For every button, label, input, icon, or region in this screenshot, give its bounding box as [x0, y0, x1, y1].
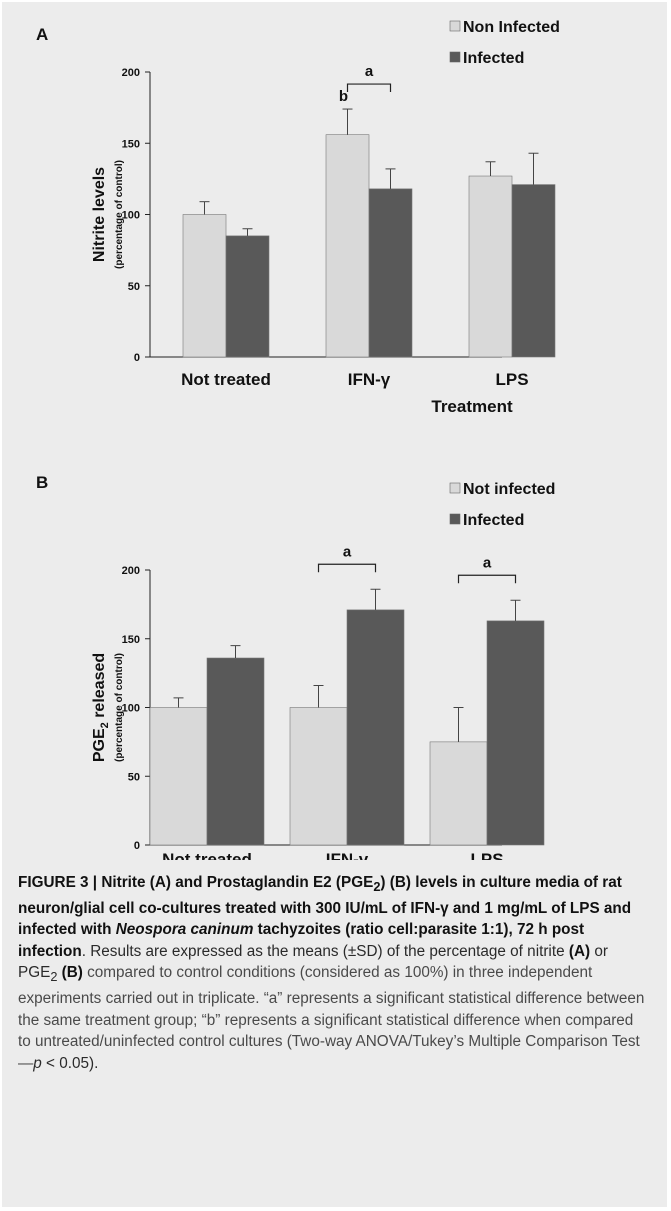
legend-swatch — [449, 513, 461, 525]
x-tick-label: LPS — [495, 370, 528, 389]
significance-label: b — [339, 88, 348, 105]
y-tick-label: 200 — [122, 565, 140, 577]
y-tick-label: 150 — [122, 138, 140, 150]
bar — [325, 134, 370, 358]
y-tick-label: 0 — [134, 840, 140, 852]
y-tick-label: 50 — [128, 771, 140, 783]
legend-label: Infected — [463, 50, 524, 67]
significance-bracket — [346, 83, 392, 93]
panel-label: B — [36, 473, 48, 492]
y-axis-sublabel: (percentage of control) — [114, 160, 125, 269]
x-tick-label: IFN-γ — [326, 850, 369, 860]
x-tick-label: IFN-γ — [348, 370, 391, 389]
legend-swatch — [449, 51, 461, 63]
legend-label: Non Infected — [463, 19, 560, 36]
bar — [206, 657, 265, 846]
legend-swatch — [449, 482, 461, 494]
y-axis-sublabel: (percentage of control) — [114, 653, 125, 762]
significance-label: a — [483, 554, 492, 571]
y-tick-label: 0 — [134, 352, 140, 364]
panel-label: A — [36, 25, 48, 44]
significance-label: a — [343, 543, 352, 560]
bar — [346, 609, 405, 846]
y-tick-label: 100 — [122, 703, 140, 715]
y-axis-label: Nitrite levels — [91, 167, 108, 262]
bar — [149, 707, 208, 846]
x-tick-label: LPS — [470, 850, 503, 860]
bar — [511, 184, 556, 358]
x-tick-label: Not treated — [181, 370, 271, 389]
legend-swatch — [449, 20, 461, 32]
caption-body: . Results are expressed as the means (±S… — [18, 942, 645, 1072]
bar — [225, 235, 270, 358]
caption-title: FIGURE 3 | Nitrite (A) and Prostaglandin… — [18, 874, 632, 960]
y-tick-label: 200 — [122, 67, 140, 79]
bar — [429, 741, 488, 846]
significance-bracket — [317, 563, 377, 573]
x-tick-label: Not treated — [162, 850, 252, 860]
bar — [468, 175, 513, 358]
legend-label: Not infected — [463, 481, 555, 498]
y-axis-label: PGE2 released — [91, 653, 111, 762]
bar — [486, 620, 545, 846]
significance-label: a — [365, 63, 374, 80]
bar — [182, 214, 227, 358]
y-tick-label: 150 — [122, 634, 140, 646]
figure-caption: FIGURE 3 | Nitrite (A) and Prostaglandin… — [18, 872, 650, 1074]
bar — [368, 188, 413, 358]
figure-charts: A 0 50 100 150 200 Nitrite levels (percentage o… — [36, 19, 560, 860]
legend-label: Infected — [463, 512, 524, 529]
y-tick-label: 50 — [128, 281, 140, 293]
x-axis-label: Treatment — [431, 397, 513, 416]
significance-bracket — [457, 574, 517, 584]
y-tick-label: 100 — [122, 210, 140, 222]
bar — [289, 707, 348, 846]
